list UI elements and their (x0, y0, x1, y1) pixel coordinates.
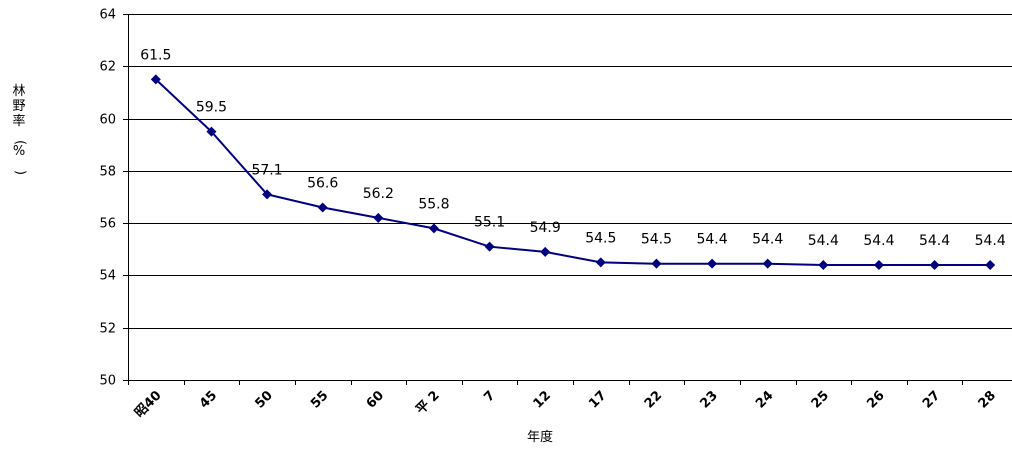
data-label: 54.4 (752, 232, 783, 248)
y-tick-label: 50 (99, 374, 116, 389)
x-tick-label: 12 (531, 388, 554, 411)
data-point (929, 259, 940, 270)
y-axis-label: 林野率(%) (12, 84, 27, 175)
x-tick-label: 24 (753, 388, 776, 411)
data-label: 56.2 (363, 186, 394, 202)
data-point (985, 259, 996, 270)
data-label: 54.4 (696, 232, 727, 248)
data-point (595, 257, 606, 268)
x-tick-label: 平 2 (413, 388, 442, 417)
x-tick-label: 25 (809, 388, 832, 411)
series (150, 74, 996, 270)
data-point (206, 126, 217, 137)
data-label: 54.5 (585, 230, 616, 246)
data-point (150, 74, 161, 85)
x-tick-labels: 昭40 45 50 55 60 平 2 7 12 17 22 23 24 25 26 27 28 (132, 388, 999, 421)
x-tick-label: 23 (697, 388, 720, 411)
data-label: 55.1 (474, 215, 505, 231)
data-label: 61.5 (140, 47, 171, 63)
data-point (651, 258, 662, 269)
data-point (428, 223, 439, 234)
x-tick-label: 7 (481, 388, 498, 405)
data-point (707, 258, 718, 269)
data-label: 55.8 (418, 196, 449, 212)
data-label: 57.1 (251, 162, 282, 178)
y-tick-label: 52 (99, 322, 116, 337)
y-tick-label: 62 (99, 60, 116, 75)
data-point (317, 202, 328, 213)
x-tick-label: 50 (252, 388, 275, 411)
data-point (762, 258, 773, 269)
data-point (540, 246, 551, 257)
x-tick-label: 60 (364, 388, 387, 411)
data-label: 54.4 (919, 233, 950, 249)
x-tick-label: 22 (642, 388, 665, 411)
x-tick-label: 27 (920, 388, 943, 411)
data-label: 54.4 (975, 233, 1006, 249)
data-label: 54.4 (808, 233, 839, 249)
y-tick-label: 64 (99, 8, 116, 23)
x-tick-label: 昭40 (132, 388, 165, 421)
data-label: 54.4 (863, 233, 894, 249)
data-label: 54.9 (530, 220, 561, 236)
data-label: 56.6 (307, 175, 338, 191)
data-label: 59.5 (196, 100, 227, 116)
axes (123, 14, 1012, 385)
series-line (155, 78, 991, 266)
y-tick-label: 56 (99, 217, 116, 232)
data-point (262, 189, 273, 200)
y-tick-label: 58 (99, 165, 116, 180)
data-point (873, 259, 884, 270)
y-tick-label: 54 (99, 269, 116, 284)
x-axis-label: 年度 (527, 429, 553, 445)
data-point (373, 212, 384, 223)
x-tick-label: 26 (864, 388, 887, 411)
y-tick-label: 60 (99, 113, 116, 128)
x-tick-label: 17 (586, 388, 609, 411)
data-point (818, 259, 829, 270)
x-tick-label: 55 (308, 388, 331, 411)
y-tick-labels: 50 52 54 56 58 60 62 64 (99, 8, 116, 389)
x-tick-label: 28 (976, 388, 999, 411)
x-tick-label: 45 (197, 388, 220, 411)
data-point (484, 241, 495, 252)
gridlines (128, 14, 1012, 381)
data-labels: 61.5 59.5 57.1 56.6 56.2 55.8 55.1 54.9 54.5 54.5… (140, 47, 1006, 249)
data-label: 54.5 (641, 232, 672, 248)
